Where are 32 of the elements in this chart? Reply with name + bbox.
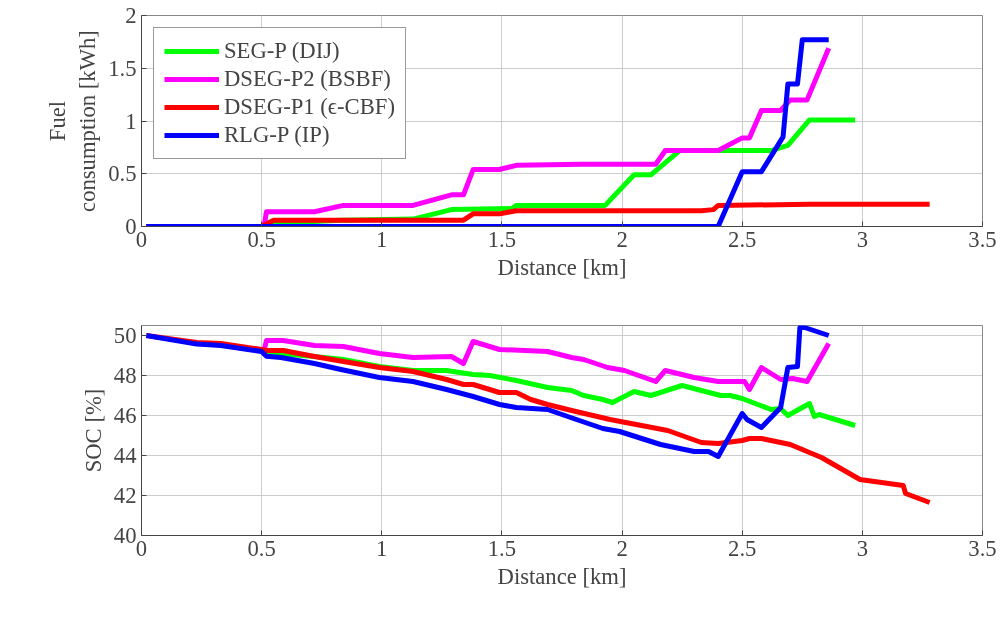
x-tick-label: 1.5 bbox=[487, 535, 517, 561]
x-axis-title: Distance [km] bbox=[497, 563, 627, 589]
x-tick-label: 2.5 bbox=[728, 226, 757, 252]
x-tick-label: 0.5 bbox=[247, 535, 276, 561]
x-tick-label: 1.5 bbox=[487, 226, 517, 252]
legend-label: DSEG-P1 (ϵ-CBF) bbox=[224, 94, 395, 120]
y-tick-label: 40 bbox=[113, 523, 137, 548]
x-axis-title: Distance [km] bbox=[497, 254, 627, 280]
x-tick-label: 3 bbox=[856, 226, 869, 252]
x-tick-label: 3 bbox=[856, 535, 869, 561]
x-tick-label: 0.5 bbox=[247, 226, 276, 252]
y-tick-label: 0.5 bbox=[108, 161, 137, 187]
legend-label: SEG-P (DIJ) bbox=[224, 38, 340, 64]
y-tick-label: 48 bbox=[113, 363, 137, 388]
x-tick-label: 2.5 bbox=[728, 535, 757, 561]
y-axis-title: SOC [%] bbox=[80, 388, 106, 473]
legend-label: RLG-P (IP) bbox=[224, 122, 330, 148]
x-tick-label: 3.5 bbox=[968, 226, 997, 252]
y-tick-label: 42 bbox=[113, 483, 137, 508]
x-tick-label: 3.5 bbox=[968, 535, 997, 561]
y-tick-label: 50 bbox=[113, 323, 137, 348]
y-tick-label: 2 bbox=[125, 3, 137, 28]
y-tick-label: 1.5 bbox=[108, 55, 137, 81]
y-tick-label: 1 bbox=[125, 108, 137, 134]
x-tick-label: 2 bbox=[616, 535, 628, 561]
y-axis-title: Fuel consumption [kWh] bbox=[45, 30, 101, 212]
y-tick-label: 44 bbox=[113, 443, 137, 468]
x-tick-label: 1 bbox=[376, 226, 388, 252]
y-tick-label: 46 bbox=[113, 403, 137, 428]
x-tick-label: 2 bbox=[616, 226, 628, 252]
x-tick-label: 1 bbox=[376, 535, 388, 561]
legend-label: DSEG-P2 (BSBF) bbox=[224, 66, 391, 92]
